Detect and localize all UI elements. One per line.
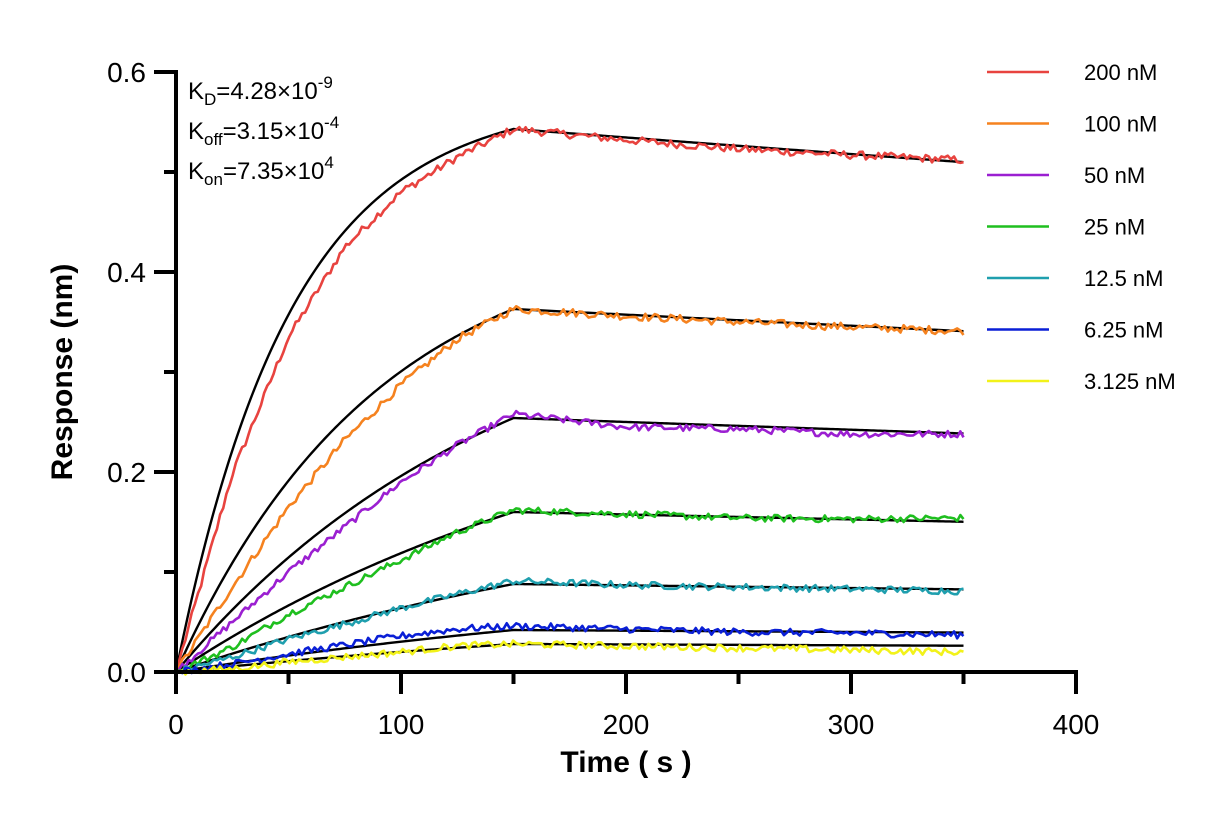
- legend-label: 100 nM: [1084, 112, 1157, 137]
- legend-label: 25 nM: [1084, 215, 1145, 240]
- kinetic-constants: KD=4.28×10-9 Koff=3.15×10-4 Kon=7.35×104: [188, 73, 339, 189]
- series-line-25-nM: [175, 506, 965, 674]
- legend-label: 3.125 nM: [1084, 369, 1176, 394]
- y-tick-label: 0.4: [107, 257, 146, 288]
- axes: 0 100 200 300 400 0.0 0.2 0.4 0.6: [107, 57, 1099, 740]
- x-tick-label: 400: [1053, 709, 1100, 740]
- fit-curve-1: [174, 127, 964, 673]
- fit-curve-2: [174, 307, 964, 673]
- series-line-3-125-nM: [175, 639, 964, 676]
- legend-label: 6.25 nM: [1084, 318, 1164, 343]
- series-line-100-nM: [174, 304, 965, 673]
- y-tick-label: 0.0: [107, 657, 146, 688]
- fit-curves: [174, 127, 964, 674]
- kinetic-constant-label: Kon=7.35×104: [188, 153, 334, 189]
- series-line-6-25-nM: [175, 621, 965, 675]
- series-line-12-5-nM: [175, 577, 964, 674]
- series-line-200-nM: [174, 125, 964, 673]
- y-tick-label: 0.2: [107, 457, 146, 488]
- y-axis-title: Response (nm): [46, 264, 79, 481]
- data-series: [174, 125, 965, 676]
- legend: 200 nM 100 nM 50 nM 25 nM 12.5 nM 6.25 nM 3.12…: [987, 60, 1176, 394]
- legend-label: 200 nM: [1084, 60, 1157, 85]
- x-axis-title: Time ( s ): [560, 746, 691, 779]
- x-tick-label: 0: [168, 709, 184, 740]
- legend-label: 50 nM: [1084, 163, 1145, 188]
- x-tick-label: 100: [378, 709, 425, 740]
- x-tick-label: 300: [828, 709, 875, 740]
- legend-label: 12.5 nM: [1084, 266, 1164, 291]
- y-tick-label: 0.6: [107, 57, 146, 88]
- kinetic-constant-label: Koff=3.15×10-4: [188, 113, 339, 149]
- series-line-50-nM: [175, 409, 965, 673]
- kinetic-constant-label: KD=4.28×10-9: [188, 73, 333, 109]
- x-tick-label: 200: [603, 709, 650, 740]
